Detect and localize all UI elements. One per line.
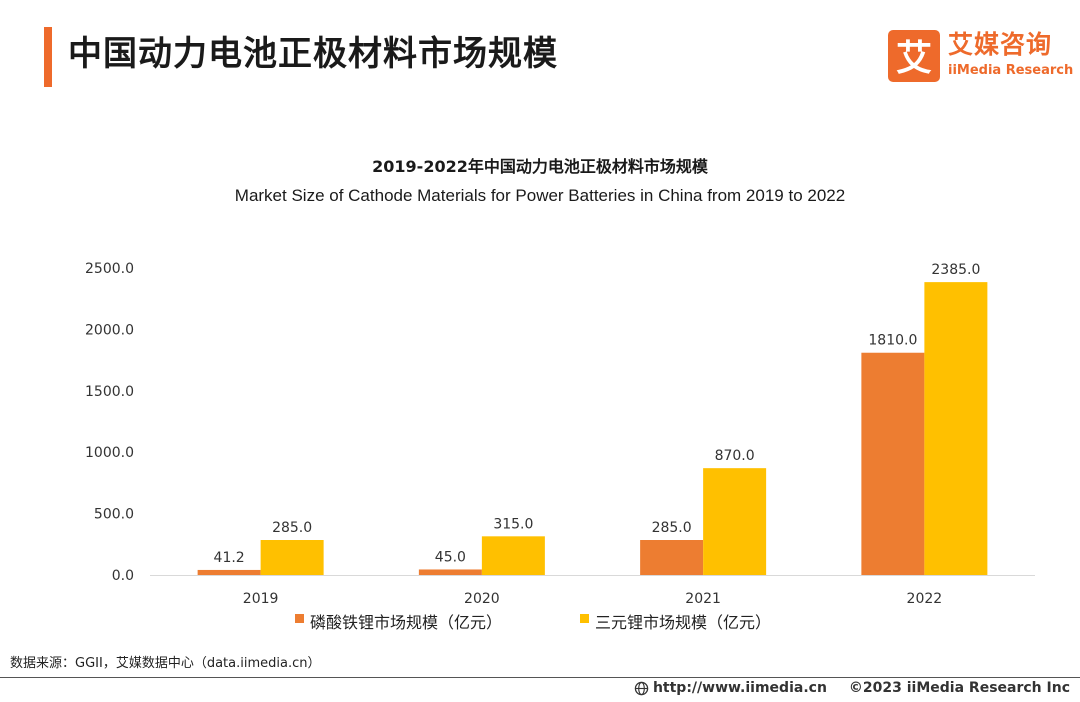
bar-value-label: 41.2: [214, 550, 245, 566]
bar-lfp: [861, 352, 925, 575]
logo-text-en: iiMedia Research: [948, 63, 1074, 78]
bar-ncm: [260, 540, 324, 575]
y-tick-label: 1500.0: [85, 384, 134, 400]
bar-lfp: [197, 569, 261, 575]
x-tick-label: 2020: [464, 591, 500, 607]
chart-title-cn: 2019-2022年中国动力电池正极材料市场规模: [372, 157, 708, 176]
x-tick-label: 2022: [907, 591, 943, 607]
legend-label-ncm: 三元锂市场规模（亿元）: [595, 613, 772, 632]
bar-ncm: [481, 536, 545, 575]
chart-legend: 磷酸铁锂市场规模（亿元） 三元锂市场规模（亿元）: [0, 609, 1080, 633]
footer: http://www.iimedia.cn ©2023 iiMedia Rese…: [634, 680, 1070, 696]
logo-mark-glyph: 艾: [896, 38, 932, 79]
bar-value-label: 285.0: [272, 520, 312, 536]
bar-value-label: 1810.0: [868, 333, 917, 349]
legend-item-lfp: 磷酸铁锂市场规模（亿元）: [295, 609, 502, 633]
logo-text-cn: 艾媒咨询: [948, 30, 1053, 59]
chart-title-en: Market Size of Cathode Materials for Pow…: [234, 186, 846, 205]
legend-label-lfp: 磷酸铁锂市场规模（亿元）: [310, 613, 503, 632]
legend-item-ncm: 三元锂市场规模（亿元）: [580, 609, 771, 633]
bar-value-label: 45.0: [435, 549, 466, 565]
footer-divider: [0, 677, 1080, 678]
iimedia-logo[interactable]: 艾 艾媒咨询 iiMedia Research: [888, 28, 1073, 84]
bar-ncm: [924, 282, 988, 575]
bar-lfp: [640, 540, 704, 575]
y-tick-label: 2500.0: [85, 261, 134, 277]
y-tick-label: 2000.0: [85, 322, 134, 338]
logo-mark-icon: 艾: [888, 30, 940, 82]
title-accent-bar: [44, 27, 52, 87]
bar-value-label: 870.0: [715, 448, 755, 464]
y-tick-label: 0.0: [112, 568, 134, 584]
x-tick-label: 2021: [685, 591, 721, 607]
page-title: 中国动力电池正极材料市场规模: [68, 34, 558, 74]
bar-lfp: [418, 569, 482, 575]
legend-swatch-lfp: [295, 613, 304, 623]
y-tick-label: 1000.0: [85, 445, 134, 461]
footer-url-group[interactable]: http://www.iimedia.cn: [634, 680, 827, 696]
globe-icon: [634, 681, 649, 695]
bar-value-label: 285.0: [652, 520, 692, 536]
data-source-note: 数据来源：GGII，艾媒数据中心（data.iimedia.cn）: [10, 656, 321, 671]
y-tick-label: 500.0: [94, 507, 134, 523]
x-tick-label: 2019: [243, 591, 279, 607]
legend-swatch-ncm: [580, 613, 589, 623]
footer-copyright: ©2023 iiMedia Research Inc: [848, 680, 1070, 696]
bar-value-label: 315.0: [493, 516, 533, 532]
footer-url[interactable]: http://www.iimedia.cn: [652, 680, 827, 696]
bar-ncm: [703, 468, 767, 575]
bar-value-label: 2385.0: [931, 262, 980, 278]
